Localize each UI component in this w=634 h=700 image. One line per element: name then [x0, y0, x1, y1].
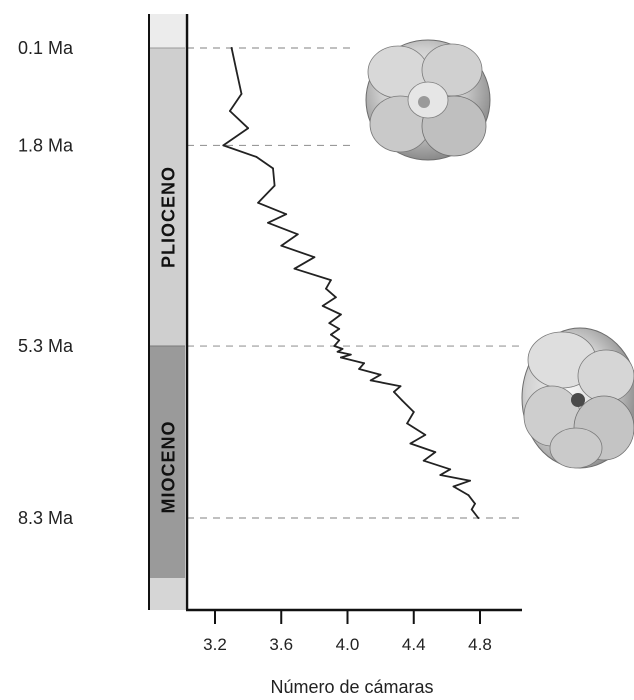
series-point: [321, 305, 324, 307]
series-point: [222, 144, 225, 147]
series-point: [272, 167, 274, 170]
age-label: 5.3 Ma: [18, 336, 74, 356]
age-label: 0.1 Ma: [18, 38, 74, 58]
age-label: 1.8 Ma: [18, 135, 74, 155]
x-tick-label: 3.6: [269, 635, 293, 654]
series-point: [230, 47, 233, 49]
series-point: [399, 385, 402, 388]
series-point: [477, 517, 480, 519]
age-labels: 0.1 Ma 1.8 Ma 5.3 Ma 8.3 Ma: [18, 38, 74, 528]
epoch-labels: PLIOCENO MIOCENO: [159, 166, 179, 514]
foraminifera-shell-pliocene-icon: [365, 39, 491, 161]
series-point: [434, 451, 437, 453]
series-point: [325, 287, 327, 290]
epoch-label-mioceno: MIOCENO: [159, 421, 179, 514]
series-point: [296, 233, 299, 236]
epoch-bar-plioceno: [150, 48, 185, 347]
series-point: [358, 368, 360, 370]
series-point: [379, 373, 382, 376]
epoch-label-plioceno: PLIOCENO: [159, 166, 179, 268]
series-point: [335, 296, 337, 299]
x-tick-label: 4.0: [336, 635, 360, 654]
series-point: [330, 333, 332, 336]
series-point: [369, 379, 372, 382]
series-point: [341, 348, 344, 350]
series-point: [406, 422, 408, 425]
series-point: [349, 353, 352, 356]
series-point: [469, 479, 471, 482]
series-point: [474, 502, 476, 505]
age-label: 8.3 Ma: [18, 508, 74, 528]
series-point: [467, 494, 470, 496]
epoch-bar-top-cap: [150, 14, 185, 48]
foraminifera-shell-miocene-icon: [521, 327, 634, 469]
series-point: [340, 356, 342, 359]
x-tick-label: 3.2: [203, 635, 227, 654]
series-point: [330, 279, 332, 281]
series-group: [222, 47, 480, 519]
series-point: [401, 399, 404, 402]
series-point: [409, 442, 412, 445]
series-point: [393, 391, 395, 393]
series-point: [424, 434, 427, 436]
series-point: [313, 256, 316, 259]
series-point: [273, 184, 276, 187]
x-axis-title: Número de cámaras: [270, 677, 433, 697]
x-tick-label: 4.4: [402, 635, 426, 654]
series-point: [333, 345, 336, 347]
series-point: [452, 485, 455, 488]
age-grid-lines: [187, 47, 520, 519]
series-point: [422, 459, 425, 462]
epoch-bars: [150, 14, 185, 610]
series-point: [363, 362, 365, 365]
series-point: [293, 267, 296, 270]
epoch-bar-mioceno: [150, 346, 185, 578]
x-axis-ticks: 3.2 3.6 4.0 4.4 4.8: [203, 610, 492, 654]
series-point: [338, 328, 341, 330]
x-tick-label: 4.8: [468, 635, 492, 654]
series-point: [235, 70, 238, 72]
series-point: [449, 468, 452, 471]
series-point: [340, 313, 342, 316]
series-point: [439, 474, 442, 476]
series-point: [338, 339, 341, 342]
series-point: [240, 93, 243, 95]
series-point: [470, 508, 473, 511]
series-point: [255, 156, 258, 158]
series-point: [328, 322, 331, 324]
series-point: [336, 350, 339, 353]
series-point: [257, 201, 259, 204]
series-point: [412, 411, 415, 413]
series-point: [285, 213, 288, 216]
series-point: [229, 110, 231, 112]
series-point: [267, 221, 269, 224]
series-point: [280, 244, 283, 247]
series-point: [247, 127, 250, 130]
